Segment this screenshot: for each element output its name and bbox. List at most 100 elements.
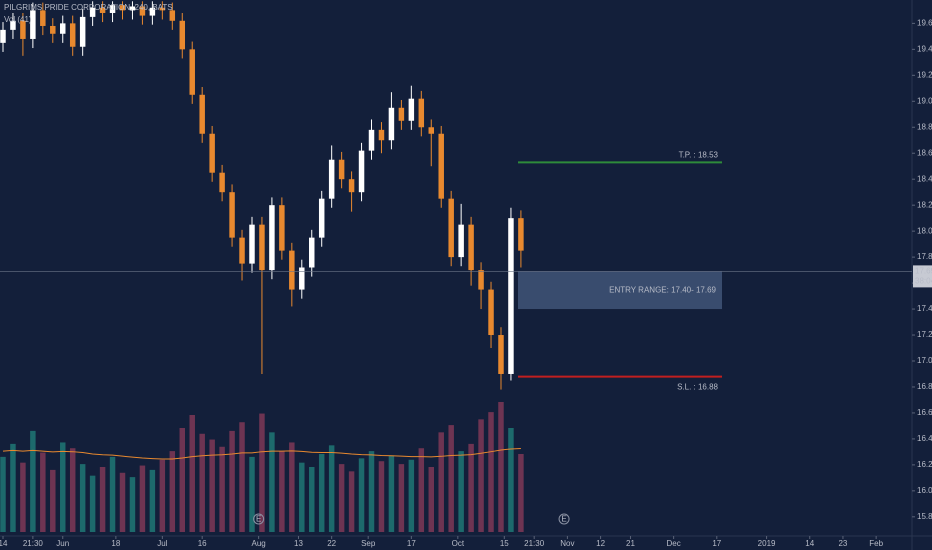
y-tick-label: 18.80 bbox=[917, 122, 932, 131]
volume-bar bbox=[69, 448, 76, 532]
event-label: E bbox=[561, 515, 566, 524]
volume-bar bbox=[428, 467, 435, 532]
y-tick-label: 19.20 bbox=[917, 70, 932, 79]
candle-body bbox=[328, 159, 335, 199]
candle-body bbox=[368, 129, 375, 151]
x-tick-label: 12 bbox=[596, 539, 605, 548]
x-tick-label: 14 bbox=[0, 539, 8, 548]
candle-body bbox=[408, 98, 415, 121]
candle-body bbox=[0, 29, 6, 43]
entry-range bbox=[518, 271, 722, 310]
level-label: T.P. : 18.53 bbox=[679, 150, 719, 159]
volume-bar bbox=[358, 458, 365, 532]
candle-body bbox=[259, 224, 265, 271]
x-tick-label: 13 bbox=[294, 539, 303, 548]
candle-body bbox=[299, 267, 305, 290]
candle-body bbox=[109, 5, 116, 13]
volume-bar bbox=[20, 462, 26, 532]
volume-bar bbox=[318, 454, 325, 532]
y-tick-label: 15.80 bbox=[917, 512, 932, 521]
volume-bar bbox=[299, 462, 305, 532]
candle-body bbox=[169, 10, 176, 21]
candle-body bbox=[199, 94, 205, 134]
volume-bar bbox=[239, 422, 245, 532]
candle-body bbox=[10, 20, 16, 30]
candle-body bbox=[418, 98, 425, 128]
x-tick-label: 21:30 bbox=[23, 539, 44, 548]
event-marker bbox=[558, 513, 570, 525]
candle-body bbox=[309, 237, 315, 268]
candle-body bbox=[388, 107, 395, 141]
y-tick-label: 18.40 bbox=[917, 174, 932, 183]
volume-bar bbox=[169, 451, 176, 532]
volume-bar bbox=[328, 445, 335, 532]
candle-body bbox=[498, 335, 504, 374]
candle-body bbox=[50, 25, 56, 34]
candle-body bbox=[249, 224, 255, 264]
volume-bar bbox=[50, 469, 56, 532]
y-tick-label: 18.60 bbox=[917, 148, 932, 157]
volume-bar bbox=[498, 402, 504, 532]
volume-ma bbox=[2, 448, 521, 460]
volume-bar bbox=[99, 467, 106, 532]
volume-bar bbox=[249, 456, 255, 532]
candle-body bbox=[338, 159, 345, 180]
event-label: E bbox=[256, 515, 261, 524]
x-tick-label: 18 bbox=[111, 539, 120, 548]
x-tick-label: 2019 bbox=[758, 539, 776, 548]
x-tick-label: 17 bbox=[407, 539, 416, 548]
volume-legend: Vol (41) bbox=[4, 15, 32, 24]
x-tick-label: 16 bbox=[198, 539, 207, 548]
volume-bar bbox=[259, 413, 265, 532]
volume-bar bbox=[0, 456, 6, 532]
countdown-label: 38:04 bbox=[915, 277, 932, 286]
volume-bar bbox=[109, 456, 116, 532]
volume-bar bbox=[179, 428, 186, 532]
x-tick-label: Nov bbox=[560, 539, 574, 548]
candle-body bbox=[478, 270, 484, 290]
x-tick-label: Jul bbox=[157, 539, 167, 548]
volume-bar bbox=[478, 419, 484, 532]
volume-bar bbox=[408, 459, 415, 532]
chart-title: PILGRIMS PRIDE CORPORATION, 240, BATS bbox=[4, 3, 173, 12]
volume-bar bbox=[398, 464, 405, 532]
volume-bar bbox=[309, 467, 315, 532]
plot: ENTRY RANGE: 17.40- 17.69 T.P. : 18.53 S.L… bbox=[0, 1, 722, 532]
x-tick-label: Aug bbox=[252, 539, 266, 548]
volume-bar bbox=[219, 446, 225, 532]
volume-bar bbox=[508, 428, 514, 532]
candle-body bbox=[129, 6, 136, 11]
volume-bar bbox=[139, 465, 146, 532]
y-tick-label: 17.20 bbox=[917, 330, 932, 339]
candle-body bbox=[79, 16, 86, 47]
entry-label: ENTRY RANGE: 17.40- 17.69 bbox=[609, 285, 716, 294]
volume-bar bbox=[488, 412, 494, 532]
volume-bar bbox=[10, 443, 16, 532]
candle-body bbox=[69, 23, 76, 47]
candle-body bbox=[279, 205, 285, 251]
y-tick-label: 16.80 bbox=[917, 382, 932, 391]
candle-body bbox=[60, 23, 66, 34]
volume-bar bbox=[60, 442, 66, 532]
x-tick-label: Oct bbox=[452, 539, 465, 548]
volume-bar bbox=[30, 430, 36, 532]
y-tick-label: 16.60 bbox=[917, 408, 932, 417]
volume-bar bbox=[149, 469, 156, 532]
candle-body bbox=[289, 250, 295, 290]
volume-bar bbox=[199, 433, 205, 532]
volume-bar bbox=[438, 432, 444, 532]
candle-body bbox=[30, 10, 36, 39]
candle-body bbox=[209, 133, 215, 173]
candle-body bbox=[99, 7, 106, 13]
x-tick-label: 21:30 bbox=[524, 539, 545, 548]
y-tick-label: 16.20 bbox=[917, 460, 932, 469]
event-marker bbox=[253, 513, 265, 525]
volume-bar bbox=[119, 472, 126, 532]
volume-bar bbox=[468, 443, 474, 532]
candle-body bbox=[438, 133, 444, 199]
volume-bar bbox=[378, 461, 385, 532]
candle-body bbox=[518, 218, 524, 251]
candle-body bbox=[40, 10, 46, 26]
candle-body bbox=[219, 172, 225, 193]
